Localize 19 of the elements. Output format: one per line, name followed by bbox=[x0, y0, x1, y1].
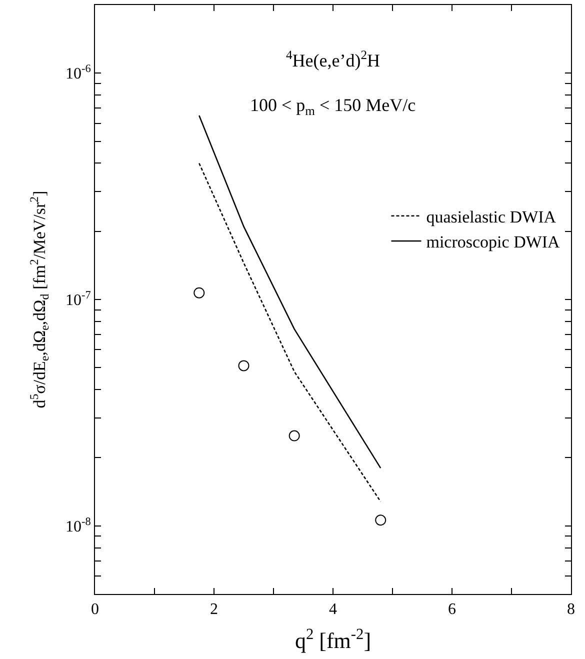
x-tick-label: 0 bbox=[91, 601, 99, 618]
x-axis-title: q$^{2}$ [fm$^{-2}$] bbox=[294, 626, 372, 654]
y-tick-label: 10$^{-6}$ bbox=[65, 63, 92, 83]
x-tick-label: 4 bbox=[329, 601, 337, 618]
line-series bbox=[198, 114, 382, 469]
x-tick-label: 8 bbox=[567, 601, 575, 618]
point bbox=[194, 287, 205, 298]
legend-label: microscopic DWIA bbox=[426, 232, 561, 252]
x-tick-label: 2 bbox=[210, 601, 218, 618]
point bbox=[288, 430, 300, 442]
y-tick-label: 10$^{-8}$ bbox=[65, 516, 92, 536]
annotation: $^{4}$He(e,e’d)$^{2}$H bbox=[286, 48, 380, 71]
annotation: 100 < p$_{m}$ < 150 MeV/c bbox=[250, 95, 416, 118]
legend-label: quasielastic DWIA bbox=[426, 208, 557, 226]
point bbox=[238, 360, 250, 372]
y-tick-label: 10$^{-7}$ bbox=[65, 289, 92, 310]
point bbox=[375, 514, 386, 526]
line-series bbox=[198, 162, 382, 502]
x-tick-label: 6 bbox=[448, 601, 456, 618]
